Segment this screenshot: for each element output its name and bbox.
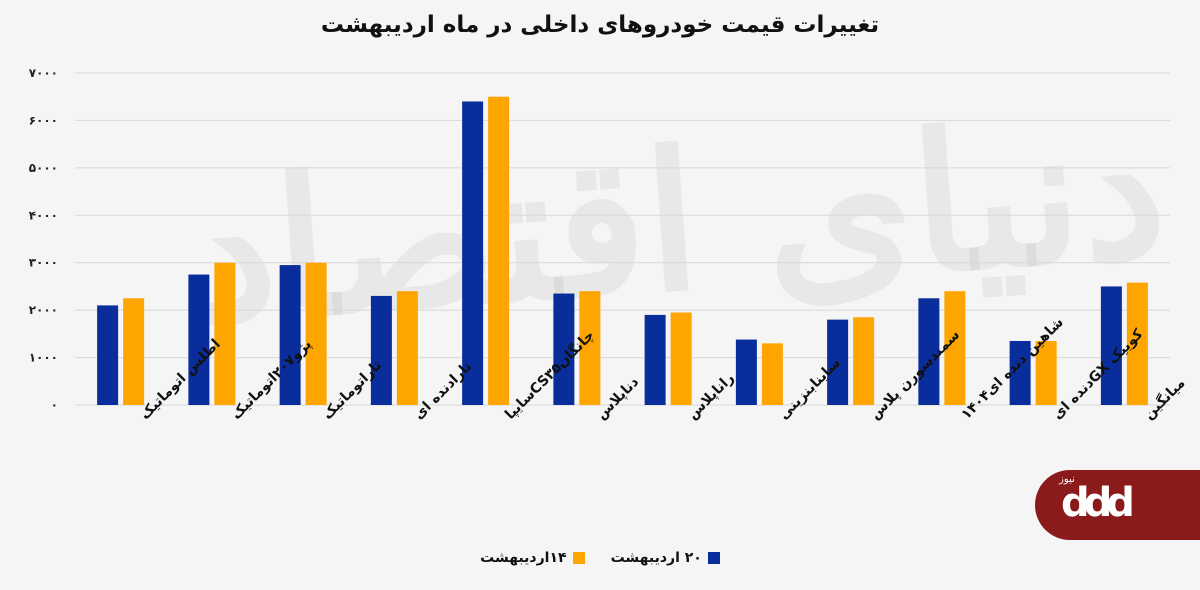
- bar-series-1: [553, 293, 575, 405]
- category-label: اطلس اتوماتیک: [137, 336, 224, 423]
- bar-series-2: [123, 298, 145, 405]
- logo-mark: ddd: [1061, 480, 1135, 526]
- bar-series-1: [97, 305, 119, 405]
- bar-series-1: [644, 314, 666, 405]
- chart-title: تغییرات قیمت خودروهای داخلی در ماه اردیب…: [320, 12, 880, 38]
- brand-logo: نیوز ddd: [1035, 470, 1200, 540]
- legend-item-series-2: ۱۴اردیبهشت: [480, 550, 585, 566]
- logo-subtext: نیوز: [1059, 474, 1075, 485]
- bar-series-2: [214, 262, 236, 405]
- bar-series-2: [944, 291, 966, 405]
- bar-series-2: [761, 343, 783, 405]
- bar-series-1: [1009, 340, 1031, 405]
- bar-series-2: [1035, 340, 1057, 405]
- bar-series-1: [735, 339, 757, 405]
- legend: ۲۰ اردیبهشت ۱۴اردیبهشت: [0, 550, 1200, 566]
- category-label: پژو۲۰۷اتوماتیک: [228, 336, 315, 423]
- bar-series-2: [1126, 282, 1148, 405]
- bar-series-1: [188, 274, 210, 405]
- legend-swatch-series-2: [572, 552, 585, 564]
- bar-series-1: [370, 295, 392, 405]
- bar-series-1: [462, 101, 484, 405]
- y-axis-ticks: ۷۰۰۰ ۶۰۰۰ ۵۰۰۰ ۴۰۰۰ ۳۰۰۰ ۲۰۰۰ ۱۰۰۰ ۰: [29, 66, 58, 412]
- bar-series-2: [579, 291, 601, 405]
- category-label: دناپلاس: [593, 374, 642, 423]
- y-tick-label: ۷۰۰۰: [29, 66, 58, 80]
- bar-series-1: [918, 298, 940, 405]
- legend-swatch-series-1: [707, 552, 720, 564]
- bar-series-1: [827, 319, 849, 405]
- bar-series-2: [305, 262, 327, 405]
- y-tick-label: ۰: [51, 398, 58, 412]
- y-tick-label: ۶۰۰۰: [29, 113, 58, 127]
- y-tick-label: ۵۰۰۰: [29, 161, 58, 175]
- bar-series-2: [488, 96, 510, 405]
- bar-series-2: [853, 317, 875, 405]
- bar-series-1: [1100, 286, 1122, 405]
- legend-label-series-1: ۲۰ اردیبهشت: [610, 550, 702, 566]
- legend-item-series-1: ۲۰ اردیبهشت: [611, 550, 720, 566]
- legend-label-series-2: ۱۴اردیبهشت: [480, 550, 567, 566]
- bar-series-1: [279, 265, 301, 405]
- y-tick-label: ۳۰۰۰: [29, 256, 58, 270]
- bar-series-2: [396, 291, 418, 405]
- y-tick-label: ۲۰۰۰: [29, 303, 58, 317]
- y-tick-label: ۴۰۰۰: [29, 208, 58, 222]
- bar-series-2: [670, 312, 692, 405]
- y-tick-label: ۱۰۰۰: [29, 351, 58, 365]
- category-label: راناپلاس: [685, 370, 738, 423]
- bars: [97, 96, 1148, 405]
- grid-lines: [75, 72, 1170, 406]
